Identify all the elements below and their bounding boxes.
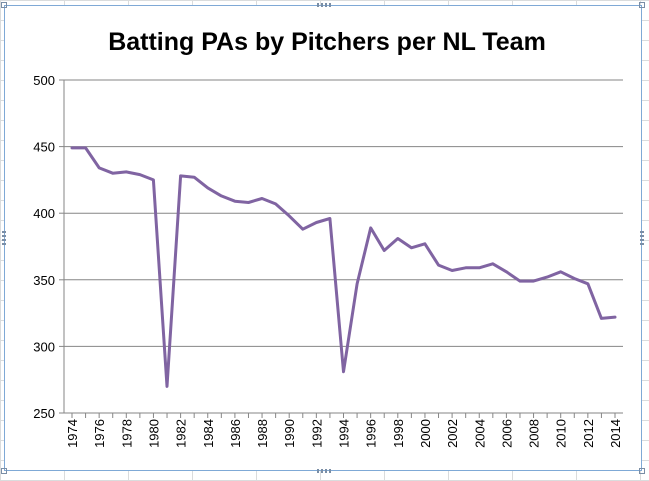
x-tick-label-1980: 1980: [146, 419, 161, 448]
y-tick-label-350: 350: [33, 273, 55, 288]
resize-handle-top-left[interactable]: [1, 2, 7, 8]
x-tick-label-2000: 2000: [418, 419, 433, 448]
y-tick-label-300: 300: [33, 339, 55, 354]
resize-handle-bottom-right[interactable]: [639, 468, 645, 474]
x-tick-label-2002: 2002: [445, 419, 460, 448]
x-tick-label-1992: 1992: [309, 419, 324, 448]
y-tick-label-400: 400: [33, 206, 55, 221]
x-tick-label-2006: 2006: [499, 419, 514, 448]
x-tick-label-1994: 1994: [337, 419, 352, 448]
resize-handle-right[interactable]: [640, 231, 644, 245]
y-tick-label-250: 250: [33, 406, 55, 421]
series-line-0: [70, 146, 617, 388]
x-tick-label-1982: 1982: [174, 419, 189, 448]
resize-handle-top[interactable]: [317, 3, 331, 7]
y-tick-label-500: 500: [33, 73, 55, 88]
x-tick-label-1984: 1984: [201, 419, 216, 448]
x-tick-label-2004: 2004: [472, 419, 487, 448]
y-tick-label-450: 450: [33, 140, 55, 155]
x-tick-label-1996: 1996: [364, 419, 379, 448]
x-tick-label-1976: 1976: [92, 419, 107, 448]
line-chart: Batting PAs by Pitchers per NL Team 250 3…: [33, 28, 623, 448]
x-tick-label-2010: 2010: [554, 419, 569, 448]
x-tick-label-1998: 1998: [391, 419, 406, 448]
chart-title: Batting PAs by Pitchers per NL Team: [108, 28, 546, 56]
resize-handle-bottom-left[interactable]: [1, 468, 7, 474]
x-tick-label-1974: 1974: [65, 419, 80, 448]
x-tick-label-2012: 2012: [581, 419, 596, 448]
x-tick-label-1986: 1986: [228, 419, 243, 448]
axes: [59, 79, 623, 418]
x-tick-label-1978: 1978: [119, 419, 134, 448]
x-tick-label-2008: 2008: [527, 419, 542, 448]
x-tick-label-1990: 1990: [282, 419, 297, 448]
series-layer: [70, 146, 617, 388]
x-tick-label-2014: 2014: [608, 419, 623, 448]
resize-handle-left[interactable]: [2, 231, 6, 245]
gridlines: [64, 79, 623, 347]
resize-handle-bottom[interactable]: [317, 469, 331, 473]
y-axis-tick-labels: 250 300 350 400 450 500: [33, 73, 55, 421]
x-axis-tick-labels: 1974 1976 1978 1980 1982 1984 1986 1988 1990 1992…: [65, 419, 623, 448]
chart-area[interactable]: Batting PAs by Pitchers per NL Team 250 3…: [4, 5, 642, 471]
x-tick-label-1988: 1988: [255, 419, 270, 448]
resize-handle-top-right[interactable]: [639, 2, 645, 8]
